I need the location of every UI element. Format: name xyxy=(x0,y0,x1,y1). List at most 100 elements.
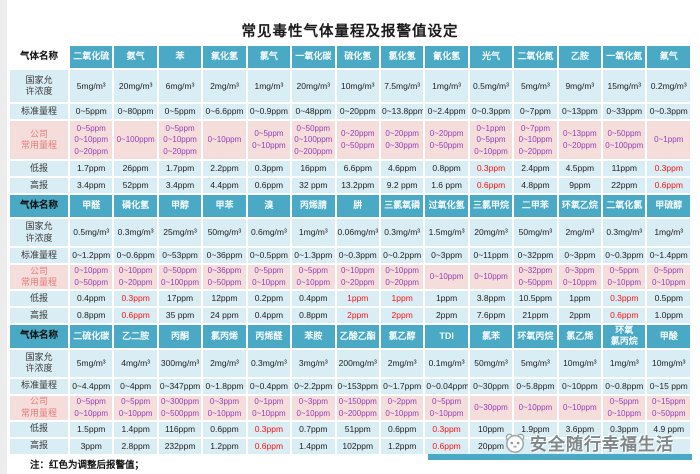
standard-range-cell: 0~0.6ppm xyxy=(114,248,157,263)
low-alarm-cell: 3.8ppm xyxy=(469,291,513,306)
watermark: 安全随行幸福生活 xyxy=(504,430,674,455)
standard-range-cell: 0~0.3ppm xyxy=(469,104,513,119)
high-alarm-cell: 9.2 ppm xyxy=(380,178,424,193)
national-limit-cell: 20mg/m³ xyxy=(114,70,157,102)
gas-header-cell: 二硫化碳 xyxy=(70,325,113,348)
high-alarm-cell: 7.6ppm xyxy=(469,308,513,323)
row-label-high-alarm: 高报 xyxy=(10,178,68,193)
standard-range-cell: 0~11ppm xyxy=(469,248,513,263)
standard-range-cell: 0~13ppm xyxy=(558,104,602,119)
gas-header-cell: 氯丙烯 xyxy=(203,325,246,348)
high-alarm-cell xyxy=(647,438,690,454)
gas-header-cell: 氯苯 xyxy=(469,325,513,348)
standard-range-cell: 0~13.8ppm xyxy=(380,104,424,119)
standard-range-cell: 0~1.3ppm xyxy=(292,248,335,263)
low-alarm-cell: 2.2ppm xyxy=(203,161,246,176)
standard-range-cell: 0~80ppm xyxy=(114,104,157,119)
low-alarm-cell: 1.5ppm xyxy=(70,421,113,437)
company-range-cell: 0~5ppm 0~10ppm xyxy=(70,395,113,420)
national-limit-cell: 0.5mg/m³ xyxy=(70,219,113,246)
national-limit-cell: 0.3mg/m³ xyxy=(247,349,291,377)
table-row: 公司 常用量程 0~10ppm 0~50ppm 0~10ppm 0~20ppm 0~5… xyxy=(10,265,690,289)
high-alarm-cell: 2ppm xyxy=(558,308,602,323)
company-range-cell: 0~10ppm xyxy=(203,121,246,159)
row-label-high-alarm: 高报 xyxy=(10,438,68,454)
company-range-cell: 0~50ppm 0~100ppm xyxy=(158,265,202,289)
national-limit-cell: 50mg/m³ xyxy=(203,219,246,246)
national-limit-cell: 10mg/m³ xyxy=(336,70,379,102)
high-alarm-cell: 35 ppm xyxy=(158,308,202,323)
row-label-standard: 标准量程 xyxy=(10,378,68,394)
low-alarm-cell: 2.4ppm xyxy=(514,161,557,176)
gas-header-cell: 一氧化碳 xyxy=(292,46,335,68)
high-alarm-cell: 4.8ppm xyxy=(514,178,557,193)
gas-header-cell: 三氯甲烷 xyxy=(469,195,513,217)
standard-range-cell: 0~10ppm xyxy=(558,378,602,394)
low-alarm-cell: 1ppm xyxy=(425,291,468,306)
company-range-cell: 0~5ppm 0~10ppm xyxy=(247,121,291,159)
low-alarm-cell: 0.4ppm xyxy=(292,291,335,306)
national-limit-cell: 6mg/m³ xyxy=(158,70,202,102)
low-alarm-cell: 0.6ppm xyxy=(380,421,424,437)
low-alarm-cell: 4.6ppm xyxy=(380,161,424,176)
high-alarm-cell: 24 ppm xyxy=(203,308,246,323)
table-row: 高报 3ppm 2.8ppm 232ppm 1.2ppm 0.6ppm 1.4ppm 102p… xyxy=(10,438,690,454)
company-range-cell: 0~5ppm 0~10ppm xyxy=(603,265,646,289)
national-limit-cell: 20mg/m³ xyxy=(292,70,335,102)
mascot-logo-icon xyxy=(505,433,525,453)
national-limit-cell: 1mg/m³ xyxy=(292,219,335,246)
high-alarm-cell: 232ppm xyxy=(158,438,202,454)
national-limit-cell: 0.3mg/m³ xyxy=(380,219,424,246)
company-range-cell: 0~10ppm xyxy=(425,265,468,289)
table-row: 标准量程 0~1.2ppm 0~0.6ppm 0~53ppm 0~36ppm 0~0.5p… xyxy=(10,248,690,263)
company-range-cell: 0~10ppm 0~20ppm xyxy=(336,265,379,289)
table-row: 标准量程 0~5ppm 0~80ppm 0~5ppm 0~6.6ppm 0~0.9ppm 0… xyxy=(10,104,690,119)
high-alarm-cell: 1.6 ppm xyxy=(425,178,468,193)
low-alarm-cell: 0.2ppm xyxy=(247,291,291,306)
high-alarm-cell: 9ppm xyxy=(558,178,602,193)
low-alarm-cell: 17ppm xyxy=(158,291,202,306)
national-limit-cell: 3mg/m³ xyxy=(292,349,335,377)
gas-header-cell: 溴 xyxy=(247,195,291,217)
high-alarm-cell: 2ppm xyxy=(380,308,424,323)
standard-range-cell: 0~0.9ppm xyxy=(247,104,291,119)
gas-header-cell: 甲硫醇 xyxy=(647,195,690,217)
company-range-cell: 0~50ppm 0~100ppm 0~200ppm xyxy=(292,121,335,159)
standard-range-cell: 0~0.3ppm xyxy=(336,248,379,263)
national-limit-cell: 1mg/m³ xyxy=(425,70,468,102)
page-title: 常见毒性气体量程及报警值设定 xyxy=(241,24,459,40)
low-alarm-cell: 0.7ppm xyxy=(292,421,335,437)
low-alarm-cell: 0.6ppm xyxy=(203,421,246,437)
company-range-cell: 0~1ppm 0~10ppm xyxy=(247,395,291,420)
company-range-cell: 0~10ppm 0~50ppm xyxy=(70,265,113,289)
high-alarm-cell: 0.6ppm xyxy=(425,438,468,454)
national-limit-cell: 0.06mg/m³ xyxy=(336,219,379,246)
company-range-cell: 0~3ppm 0~10ppm xyxy=(292,395,335,420)
company-range-cell: 0~10ppm 0~20ppm xyxy=(380,265,424,289)
company-range-cell: 0~150ppm 0~200ppm xyxy=(336,395,379,420)
footnote: 注：红色为调整后报警值； xyxy=(30,460,145,471)
table-row: 高报 3.4ppm 52ppm 3.4ppm 4.4ppm 0.6ppm 32 ppm 13.… xyxy=(10,178,690,193)
row-label-national: 国家允 许浓度 xyxy=(10,219,68,246)
high-alarm-cell: 0.6ppm xyxy=(469,178,513,193)
low-alarm-cell: 51ppm xyxy=(336,421,379,437)
high-alarm-cell: 2ppm xyxy=(425,308,468,323)
table-row: 低报 1.7ppm 26ppm 1.7ppm 2.2ppm 0.3ppm 16ppm 6.6p… xyxy=(10,161,690,176)
table-row: 气体名称 二硫化碳 乙二胺 丙酮 氯丙烯 丙烯醛 苯胺 乙酸乙酯 氯乙醇 TDI 氯苯 环氧丙烷 氯乙烯… xyxy=(10,325,690,348)
table-row: 公司 常用量程 0~5ppm 0~10ppm 0~20ppm 0~100ppm 0~5… xyxy=(10,121,690,159)
company-range-cell: 0~7ppm 0~10ppm 0~20ppm xyxy=(514,121,557,159)
national-limit-cell: 1mg/m³ xyxy=(603,349,646,377)
gas-header-cell: 肼 xyxy=(336,195,379,217)
standard-range-cell: 0~0.4ppm xyxy=(247,378,291,394)
standard-range-cell: 0~6.6ppm xyxy=(203,104,246,119)
company-range-cell: 0~20ppm 0~50ppm xyxy=(425,121,468,159)
row-label-low-alarm: 低报 xyxy=(10,161,68,176)
table-bottom-bar xyxy=(428,454,692,460)
gas-header-cell: 丙烯醛 xyxy=(247,325,291,348)
company-range-cell: 0~5ppm 0~10ppm xyxy=(114,395,157,420)
gas-header-cell: 乙酸乙酯 xyxy=(336,325,379,348)
standard-range-cell: 0~48ppm xyxy=(292,104,335,119)
low-alarm-cell: 4.9 ppm xyxy=(647,421,690,437)
standard-range-cell: 0~5.8ppm xyxy=(514,378,557,394)
standard-range-cell: 0~30ppm xyxy=(469,378,513,394)
